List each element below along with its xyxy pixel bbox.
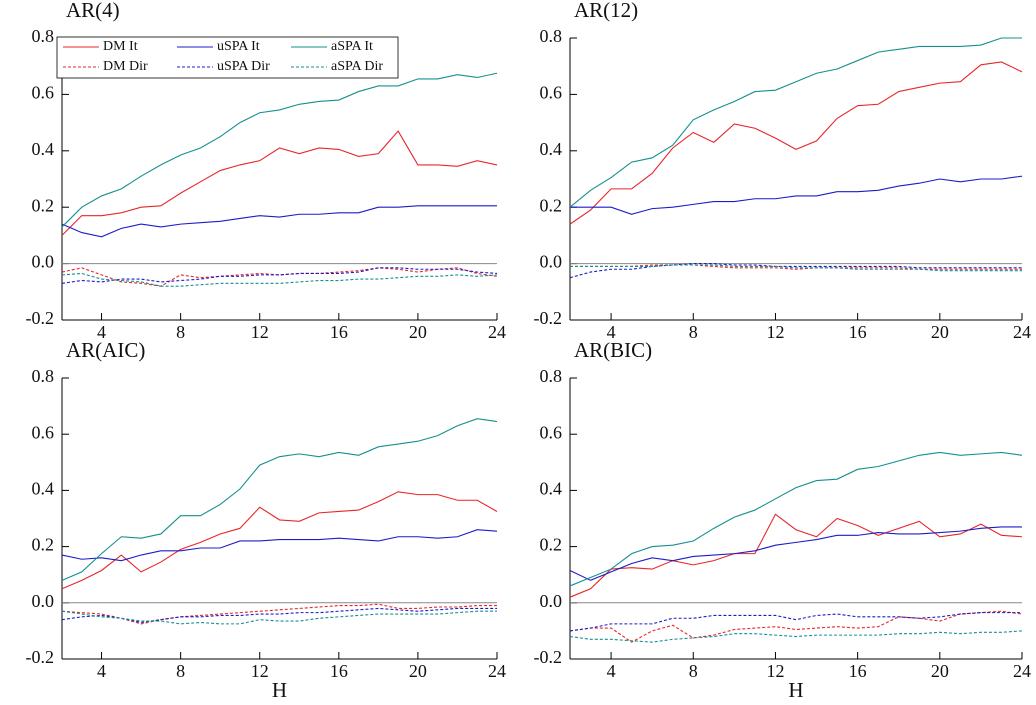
y-tick-label: -0.2 bbox=[534, 308, 563, 328]
x-tick-label: 16 bbox=[849, 322, 867, 342]
x-tick-label: 8 bbox=[176, 661, 185, 681]
y-tick-label: -0.2 bbox=[534, 647, 563, 667]
series-line bbox=[569, 526, 1022, 581]
series-line bbox=[570, 264, 1022, 270]
y-tick-label: 0.0 bbox=[540, 252, 563, 272]
y-tick-label: 0.8 bbox=[32, 366, 55, 386]
chart-title: AR(4) bbox=[66, 0, 120, 22]
x-tick-label: 12 bbox=[766, 661, 784, 681]
x-tick-label: 4 bbox=[97, 661, 106, 681]
series-line bbox=[61, 610, 497, 625]
y-tick-label: 0.0 bbox=[540, 591, 563, 611]
x-tick-label: 16 bbox=[330, 661, 348, 681]
x-tick-label: 12 bbox=[766, 322, 784, 342]
y-tick-label: -0.2 bbox=[26, 647, 55, 667]
y-tick-label: 0.6 bbox=[540, 422, 563, 442]
series-line bbox=[61, 491, 498, 590]
series-line bbox=[570, 264, 1022, 272]
legend-label: DM It bbox=[103, 39, 138, 54]
x-tick-label: 8 bbox=[689, 661, 698, 681]
y-tick-label: 0.4 bbox=[540, 139, 563, 159]
legend-label: aSPA Dir bbox=[331, 59, 383, 74]
series-line bbox=[569, 263, 1022, 279]
y-tick-label: 0.6 bbox=[32, 83, 55, 103]
x-tick-label: 20 bbox=[931, 322, 949, 342]
x-tick-label: 12 bbox=[251, 661, 269, 681]
x-tick-label: 4 bbox=[97, 322, 106, 342]
y-tick-label: 0.4 bbox=[32, 479, 55, 499]
y-tick-label: 0.2 bbox=[32, 535, 55, 555]
x-tick-label: 20 bbox=[409, 661, 427, 681]
y-tick-label: 0.2 bbox=[540, 535, 563, 555]
y-tick-label: 0.6 bbox=[32, 422, 55, 442]
x-tick-label: 8 bbox=[176, 322, 185, 342]
chart-title: AR(BIC) bbox=[574, 338, 652, 362]
x-axis-label: H bbox=[272, 678, 287, 702]
legend-label: uSPA It bbox=[217, 39, 260, 54]
series-line bbox=[570, 175, 1023, 215]
y-tick-label: 0.0 bbox=[32, 591, 55, 611]
y-tick-label: -0.2 bbox=[26, 308, 55, 328]
series-line bbox=[61, 603, 497, 625]
x-tick-label: 24 bbox=[1013, 322, 1031, 342]
x-tick-label: 8 bbox=[689, 322, 698, 342]
series-line bbox=[61, 272, 498, 287]
legend-label: uSPA Dir bbox=[217, 59, 270, 74]
series-line bbox=[61, 418, 498, 581]
y-tick-label: 0.0 bbox=[32, 252, 55, 272]
series-line bbox=[61, 205, 497, 238]
series-line bbox=[569, 61, 1023, 225]
series-line bbox=[569, 513, 1023, 598]
x-tick-label: 24 bbox=[1013, 661, 1031, 681]
legend-label: DM Dir bbox=[103, 59, 148, 74]
y-tick-label: 0.4 bbox=[540, 479, 563, 499]
series-line bbox=[61, 267, 498, 287]
x-axis-label: H bbox=[788, 678, 803, 702]
series-line bbox=[569, 630, 1023, 643]
y-tick-label: 0.8 bbox=[32, 26, 55, 46]
x-tick-label: 24 bbox=[488, 661, 506, 681]
x-tick-label: 4 bbox=[607, 661, 616, 681]
x-tick-label: 24 bbox=[488, 322, 506, 342]
chart-title: AR(AIC) bbox=[66, 338, 145, 362]
x-tick-label: 20 bbox=[409, 322, 427, 342]
legend-box bbox=[56, 36, 399, 79]
series-line bbox=[569, 451, 1023, 587]
legend-label: aSPA It bbox=[331, 39, 373, 54]
x-tick-label: 16 bbox=[849, 661, 867, 681]
y-tick-label: 0.8 bbox=[540, 26, 563, 46]
series-line bbox=[61, 529, 498, 562]
chart-title: AR(12) bbox=[574, 0, 638, 22]
y-tick-label: 0.2 bbox=[32, 195, 55, 215]
y-tick-label: 0.4 bbox=[32, 139, 55, 159]
x-tick-label: 20 bbox=[931, 661, 949, 681]
y-tick-label: 0.8 bbox=[540, 366, 563, 386]
x-tick-label: 12 bbox=[251, 322, 269, 342]
series-line bbox=[569, 610, 1023, 643]
series-line bbox=[61, 267, 498, 284]
series-line bbox=[569, 37, 1022, 208]
series-line bbox=[61, 72, 498, 228]
series-line bbox=[569, 612, 1022, 632]
x-tick-label: 4 bbox=[607, 322, 616, 342]
series-line bbox=[61, 130, 498, 236]
x-tick-label: 16 bbox=[330, 322, 348, 342]
y-tick-label: 0.2 bbox=[540, 195, 563, 215]
y-tick-label: 0.6 bbox=[540, 83, 563, 103]
